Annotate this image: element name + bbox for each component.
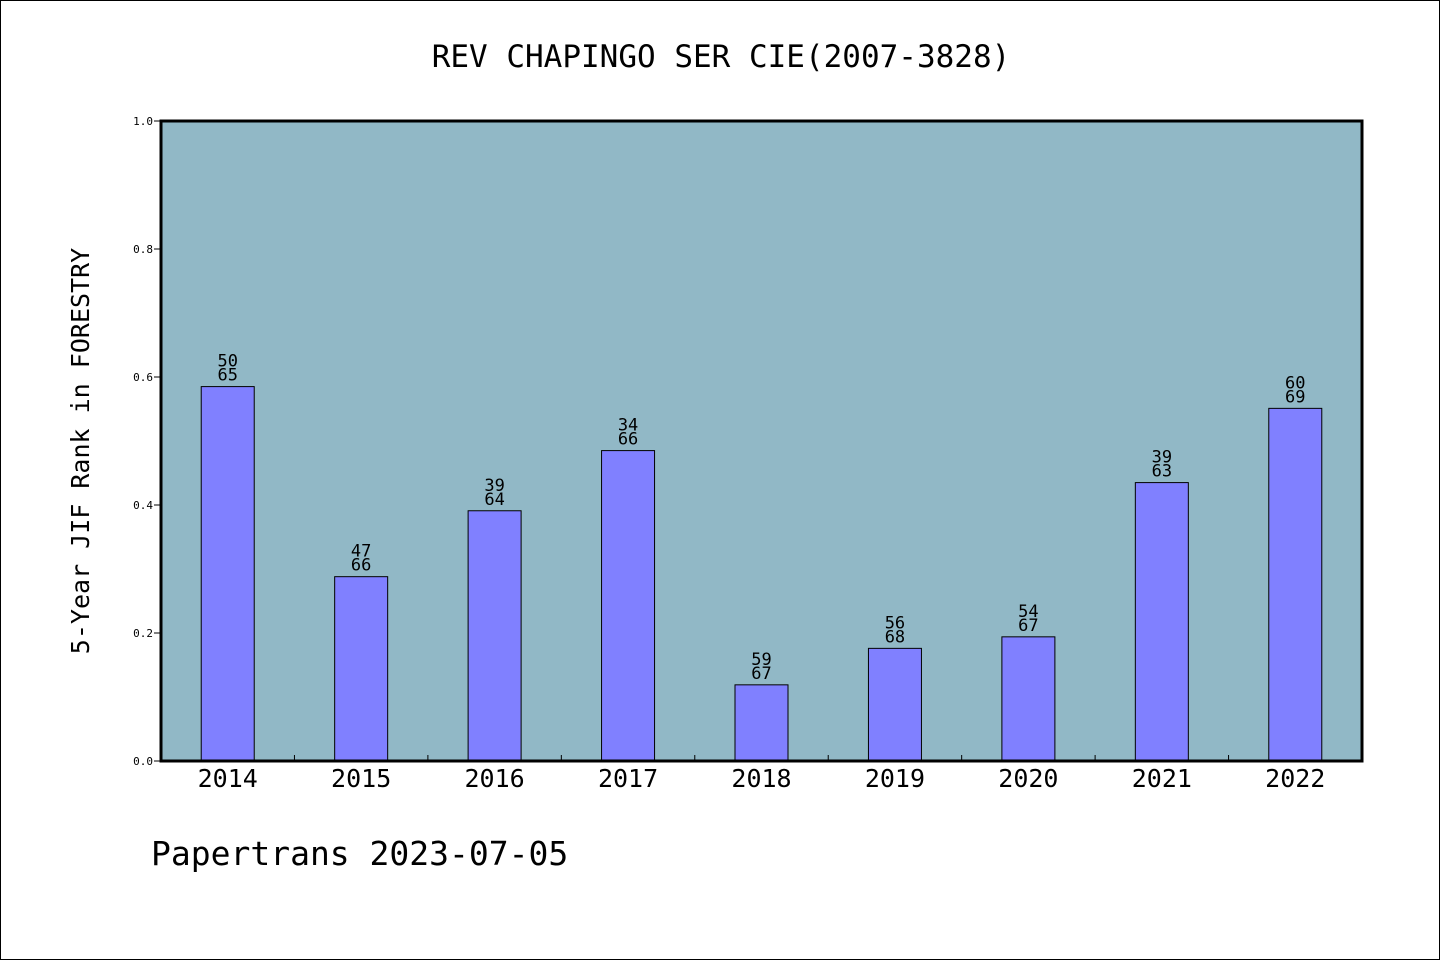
y-tick-label: 0.8 [133, 243, 153, 256]
bar-rank-label: 47 [351, 542, 371, 562]
x-tick-label: 2018 [731, 764, 791, 793]
bar-total-label: 67 [751, 664, 771, 684]
y-tick-label: 0.2 [133, 627, 153, 640]
bar-total-label: 66 [618, 430, 638, 450]
bar [734, 684, 789, 762]
bar [467, 510, 522, 762]
bar-rank-label: 39 [1152, 448, 1172, 468]
bar-total-label: 67 [1018, 616, 1038, 636]
y-tick-label: 0.4 [133, 499, 153, 512]
y-tick-label: 0.0 [133, 755, 153, 768]
x-tick-label: 2021 [1132, 764, 1192, 793]
x-tick-label: 2014 [198, 764, 258, 793]
y-axis-label: 5-Year JIF Rank in FORESTRY [66, 248, 95, 654]
x-tick-label: 2017 [598, 764, 658, 793]
x-axis-ticks: 2014 2015 2016 2017 2018 2019 2020 2021 2022 [198, 755, 1325, 793]
bar [334, 576, 389, 762]
bar [200, 386, 255, 762]
x-tick-label: 2022 [1265, 764, 1325, 793]
bar-rank-label: 54 [1018, 602, 1038, 622]
x-tick-label: 2020 [998, 764, 1058, 793]
x-tick-label: 2016 [465, 764, 525, 793]
x-tick-label: 2015 [331, 764, 391, 793]
bar-total-label: 64 [484, 490, 504, 510]
bar-rank-label: 39 [484, 476, 504, 496]
bar [1001, 636, 1056, 762]
bar-total-label: 69 [1285, 387, 1305, 407]
plot-border [159, 119, 1364, 763]
bar [601, 450, 656, 762]
bar-rank-label: 34 [618, 416, 638, 436]
bar-total-label: 65 [217, 366, 237, 386]
y-tick-label: 1.0 [133, 115, 153, 128]
bar-total-label: 66 [351, 556, 371, 576]
x-tick-label: 2019 [865, 764, 925, 793]
bar [867, 647, 922, 762]
bar-rank-label: 50 [217, 352, 237, 372]
bar [1134, 482, 1189, 762]
bar-rank-label: 59 [751, 650, 771, 670]
y-tick-label: 0.6 [133, 371, 153, 384]
bar [1268, 407, 1323, 762]
footer-credit: Papertrans 2023-07-05 [151, 834, 568, 873]
bar-total-label: 63 [1152, 462, 1172, 482]
bar-rank-label: 56 [885, 613, 905, 633]
y-axis-ticks: 0.0 0.2 0.4 0.6 0.8 1.0 [133, 115, 161, 768]
chart-title: REV CHAPINGO SER CIE(2007-3828) [432, 39, 1011, 75]
bar-total-label: 68 [885, 627, 905, 647]
bar-rank-label: 60 [1285, 373, 1305, 393]
